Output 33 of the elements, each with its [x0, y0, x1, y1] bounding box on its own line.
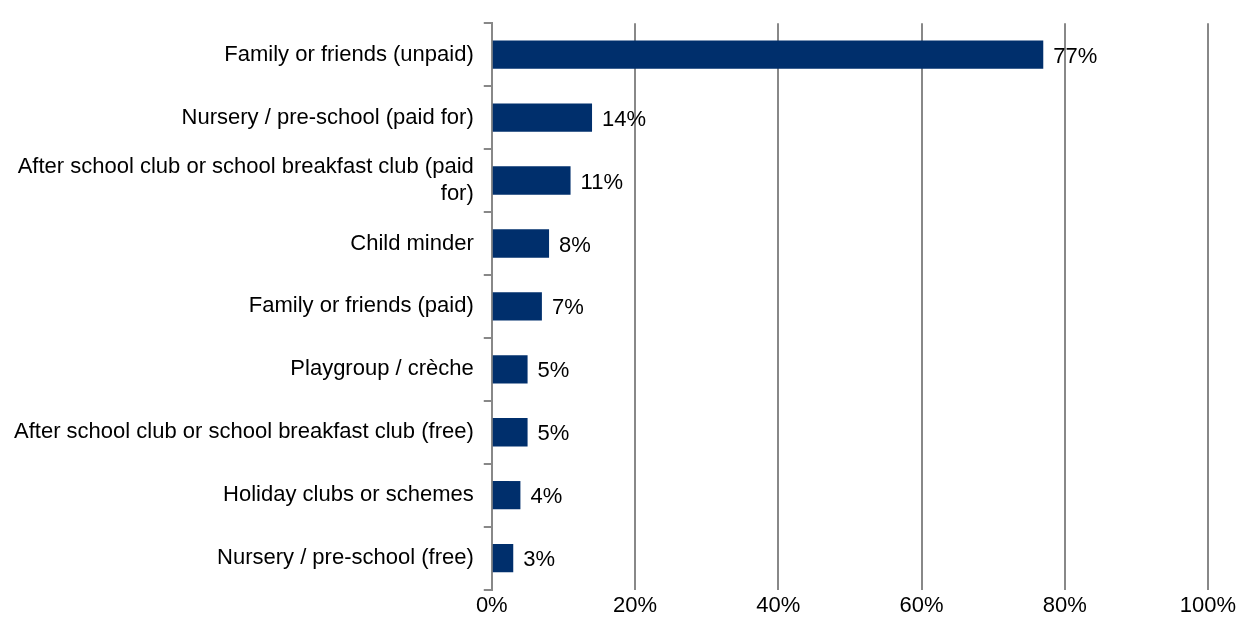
y-tick-label: Family or friends (paid) — [248, 292, 474, 318]
bar — [492, 481, 521, 510]
data-label: 14% — [602, 105, 647, 131]
data-label: 11% — [580, 168, 623, 194]
y-tick-label: Family or friends (unpaid) — [224, 40, 474, 66]
data-label: 4% — [530, 483, 563, 509]
y-tick-label: Nursery / pre-school (free) — [217, 544, 474, 570]
y-tick-label: After school club or school breakfast club (free) — [14, 418, 474, 444]
x-tick-label: 20% — [612, 591, 658, 617]
bar — [492, 166, 571, 195]
bar — [492, 543, 514, 573]
data-label: 3% — [523, 546, 556, 572]
data-label: 7% — [551, 294, 584, 320]
y-tick-label: Holiday clubs or schemes — [223, 481, 474, 507]
data-label: 8% — [559, 231, 591, 257]
data-label: 77% — [1053, 42, 1098, 68]
bar — [492, 418, 528, 447]
data-label: 5% — [537, 357, 570, 383]
x-tick-label: 60% — [899, 591, 944, 617]
x-tick-label: 80% — [1042, 591, 1087, 617]
x-tick-label: 0% — [475, 591, 508, 617]
bar — [492, 229, 550, 258]
bar — [492, 292, 542, 321]
y-tick-label: Child minder — [350, 229, 474, 255]
data-label: 5% — [537, 420, 570, 446]
bar — [492, 355, 528, 384]
bar — [492, 103, 593, 132]
x-tick-label: 40% — [756, 591, 801, 617]
bar — [492, 40, 1044, 69]
y-tick-label: After school club or school breakfast club (paid for) — [17, 153, 474, 205]
y-tick-label: Playgroup / crèche — [290, 355, 474, 381]
y-tick-label: Nursery / pre-school (paid for) — [181, 103, 474, 129]
x-tick-label: 100% — [1179, 591, 1237, 617]
